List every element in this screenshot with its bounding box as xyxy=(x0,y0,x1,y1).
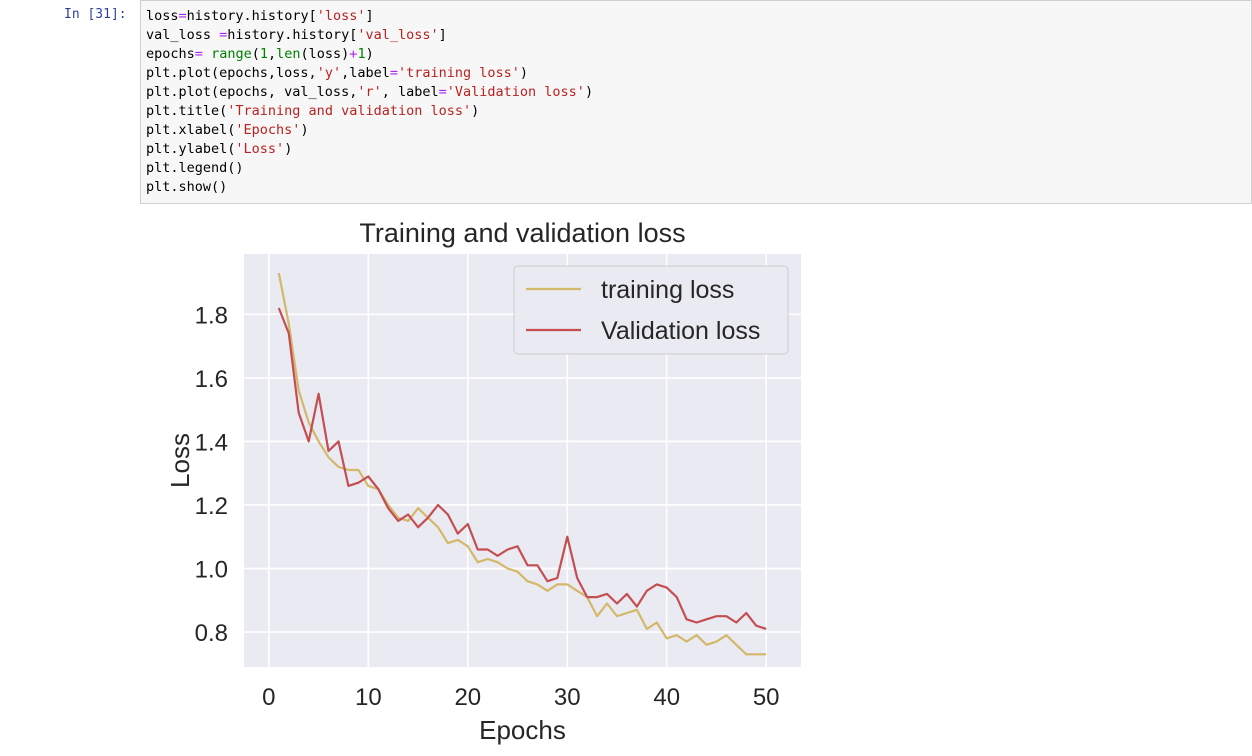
code-block[interactable]: loss=history.history['loss'] val_loss =hi… xyxy=(146,7,593,197)
loss-chart: 0 10 20 30 40 50 0.8 1.0 1.2 1.4 1.6 1.8 Training a… xyxy=(165,218,801,745)
code-token: 'Epochs' xyxy=(235,122,301,138)
code-token: plt.ylabel( xyxy=(146,141,236,157)
x-tick-label: 40 xyxy=(653,684,680,711)
code-line: plt.title('Training and validation loss'… xyxy=(146,102,593,121)
y-tick-label: 1.6 xyxy=(195,366,228,393)
code-token: 1 xyxy=(357,46,366,62)
code-token: loss xyxy=(146,8,179,24)
series-line-validation-loss xyxy=(277,307,767,630)
y-tick-label: 1.4 xyxy=(195,429,228,456)
code-token: 'y' xyxy=(316,65,342,81)
x-tick-label: 20 xyxy=(454,684,481,711)
code-token: 'Validation loss' xyxy=(446,84,585,100)
code-token: epochs xyxy=(146,46,195,62)
x-tick-label: 0 xyxy=(262,684,275,711)
code-token: 1 xyxy=(259,46,268,62)
code-token: 'Training and validation loss' xyxy=(227,103,472,119)
legend-frame xyxy=(513,265,789,355)
code-cell-editor[interactable]: loss=history.history['loss'] val_loss =hi… xyxy=(140,0,1252,204)
code-token: history.history[ xyxy=(227,27,358,43)
legend-label: Validation loss xyxy=(601,317,760,345)
x-tick-label: 50 xyxy=(753,684,780,711)
code-token: = xyxy=(389,65,398,81)
code-token: + xyxy=(349,46,358,62)
y-axis-label: Loss xyxy=(165,433,195,488)
code-token: ,label xyxy=(341,65,390,81)
code-token: ) xyxy=(471,103,480,119)
code-token xyxy=(203,46,211,62)
code-line: plt.ylabel('Loss') xyxy=(146,140,593,159)
code-token: ) xyxy=(300,122,309,138)
code-token: plt.title( xyxy=(146,103,228,119)
code-token: range xyxy=(211,46,252,62)
y-tick-label: 1.2 xyxy=(195,493,228,520)
code-token: val_loss xyxy=(146,27,220,43)
code-token: 'r' xyxy=(357,84,382,100)
code-token: = xyxy=(178,8,187,24)
x-axis-label: Epochs xyxy=(479,715,566,745)
code-token: ) xyxy=(284,141,293,157)
code-token: ( xyxy=(251,46,260,62)
code-token: plt.plot(epochs, val_loss, xyxy=(146,84,358,100)
code-token: (loss) xyxy=(300,46,350,62)
code-line: loss=history.history['loss'] xyxy=(146,7,593,26)
code-line: plt.plot(epochs,loss,'y',label='training… xyxy=(146,64,593,83)
series-line-training-loss xyxy=(277,272,767,656)
code-token: 'val_loss' xyxy=(357,27,439,43)
cell-prompt: In [31]: xyxy=(64,7,127,22)
code-token: ] xyxy=(365,8,374,24)
code-token: 'loss' xyxy=(316,8,366,24)
code-line: plt.legend() xyxy=(146,159,593,178)
y-tick-label: 1.8 xyxy=(195,302,228,329)
x-tick-label: 30 xyxy=(554,684,581,711)
tick-labels: 0 10 20 30 40 50 0.8 1.0 1.2 1.4 1.6 1.8 xyxy=(195,302,780,711)
code-token: plt.show() xyxy=(146,179,228,195)
code-token: ] xyxy=(438,27,447,43)
code-token: , label xyxy=(381,84,439,100)
legend: training loss Validation loss xyxy=(513,265,789,355)
code-token: plt.xlabel( xyxy=(146,122,236,138)
code-token: plt.legend() xyxy=(146,160,244,176)
chart-title: Training and validation loss xyxy=(359,218,685,248)
legend-label: training loss xyxy=(601,276,734,304)
code-token: plt.plot(epochs,loss, xyxy=(146,65,317,81)
code-token: 'Loss' xyxy=(235,141,285,157)
cell-output: 0 10 20 30 40 50 0.8 1.0 1.2 1.4 1.6 1.8 Training a… xyxy=(140,204,1252,756)
y-tick-label: 1.0 xyxy=(195,557,228,584)
code-token: ) xyxy=(365,46,374,62)
code-token: ) xyxy=(584,84,594,100)
code-token: = xyxy=(219,27,228,43)
code-token: 'training loss' xyxy=(398,65,520,81)
grid-lines xyxy=(244,254,801,667)
x-tick-label: 10 xyxy=(355,684,382,711)
code-line: plt.show() xyxy=(146,178,593,197)
code-token: ) xyxy=(519,65,529,81)
y-tick-label: 0.8 xyxy=(195,620,228,647)
code-token: len xyxy=(276,46,301,62)
code-token: = xyxy=(438,84,447,100)
code-line: val_loss =history.history['val_loss'] xyxy=(146,26,593,45)
code-line: plt.xlabel('Epochs') xyxy=(146,121,593,140)
code-line: epochs= range(1,len(loss)+1) xyxy=(146,45,593,64)
code-token: , xyxy=(267,46,277,62)
series-layer xyxy=(277,272,767,656)
code-line: plt.plot(epochs, val_loss,'r', label='Va… xyxy=(146,83,593,102)
code-token: history.history[ xyxy=(186,8,317,24)
code-token: = xyxy=(194,46,203,62)
